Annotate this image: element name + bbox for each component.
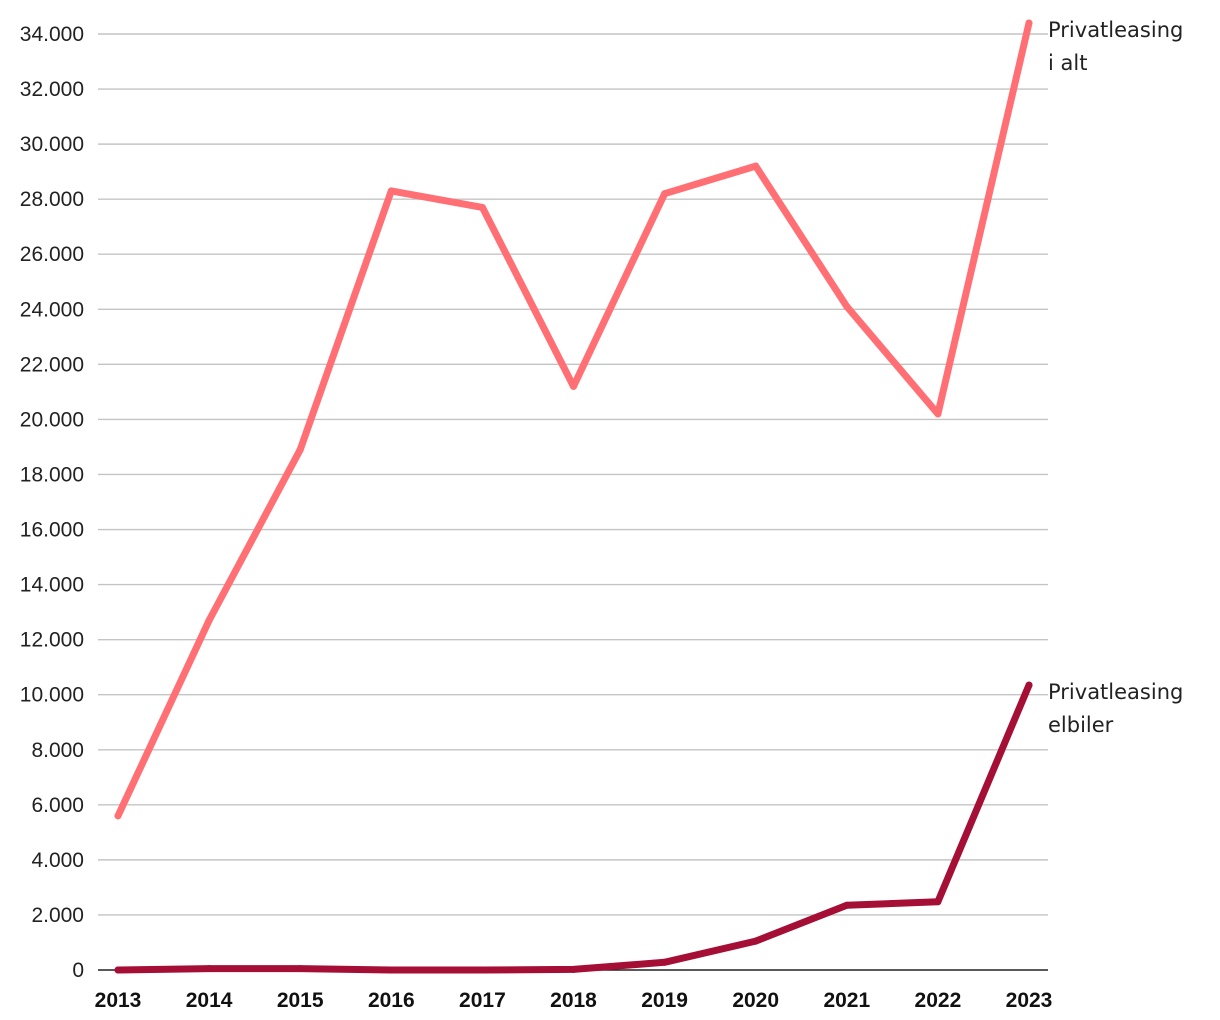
data-point-privatleasing-elbiler	[934, 898, 942, 906]
data-point-privatleasing-elbiler	[296, 965, 304, 973]
y-tick-label: 12.000	[20, 629, 84, 652]
y-tick-label: 10.000	[20, 684, 84, 707]
x-tick-label: 2016	[368, 989, 415, 1012]
data-point-privatleasing-elbiler	[478, 966, 486, 974]
y-tick-label: 16.000	[20, 519, 84, 542]
data-point-privatleasing-elbiler	[570, 965, 577, 973]
x-tick-label: 2018	[550, 989, 597, 1012]
y-tick-label: 24.000	[20, 298, 84, 321]
data-point-privatleasing-elbiler	[752, 937, 760, 945]
y-tick-label: 0	[72, 959, 84, 982]
series-labels: Privatleasing i alt Privatleasing elbiler	[1048, 18, 1183, 737]
y-axis-tick-labels: 0 2.000 4.000 6.000 8.000 10.000 12.000 14.000 1…	[20, 23, 84, 982]
series-lines	[114, 19, 1033, 974]
y-tick-label: 4.000	[31, 849, 84, 872]
y-tick-label: 34.000	[20, 23, 84, 46]
y-tick-label: 26.000	[20, 243, 84, 266]
data-point-privatleasing-i-alt	[114, 812, 122, 820]
data-point-privatleasing-i-alt	[1025, 19, 1033, 27]
gridlines	[98, 33, 1048, 971]
series-label-privatleasing-elbiler: Privatleasing elbiler	[1048, 680, 1183, 737]
y-tick-label: 22.000	[20, 353, 84, 376]
data-point-privatleasing-elbiler	[114, 966, 122, 974]
x-tick-label: 2014	[186, 989, 233, 1012]
data-point-privatleasing-i-alt	[296, 446, 304, 454]
x-tick-label: 2021	[823, 989, 870, 1012]
y-tick-label: 28.000	[20, 188, 84, 211]
data-point-privatleasing-elbiler	[205, 965, 213, 973]
data-point-privatleasing-elbiler	[843, 901, 851, 909]
y-tick-label: 14.000	[20, 574, 84, 597]
data-point-privatleasing-i-alt	[661, 190, 669, 198]
data-point-privatleasing-i-alt	[843, 303, 851, 311]
data-point-privatleasing-i-alt	[570, 382, 577, 390]
x-tick-label: 2022	[915, 989, 962, 1012]
y-tick-label: 20.000	[20, 408, 84, 431]
y-tick-label: 6.000	[31, 794, 84, 817]
x-axis-tick-labels: 2013 2014 2015 2016 2017 2018 2019 2020 2021 2022…	[95, 989, 1053, 1012]
y-tick-label: 32.000	[20, 78, 84, 101]
data-point-privatleasing-elbiler	[387, 966, 395, 974]
x-tick-label: 2017	[459, 989, 506, 1012]
data-point-privatleasing-i-alt	[205, 616, 213, 624]
y-tick-label: 8.000	[31, 739, 84, 762]
x-tick-label: 2023	[1006, 989, 1053, 1012]
x-tick-label: 2020	[732, 989, 779, 1012]
data-point-privatleasing-i-alt	[752, 162, 760, 170]
x-tick-label: 2013	[95, 989, 142, 1012]
data-point-privatleasing-i-alt	[478, 203, 486, 211]
x-tick-label: 2015	[277, 989, 324, 1012]
series-label-privatleasing-i-alt: Privatleasing i alt	[1048, 18, 1183, 75]
data-point-privatleasing-elbiler	[1025, 681, 1033, 689]
data-point-privatleasing-i-alt	[387, 187, 395, 195]
y-tick-label: 2.000	[31, 904, 84, 927]
data-point-privatleasing-elbiler	[661, 958, 669, 966]
series-line-privatleasing-elbiler	[114, 681, 1033, 974]
data-point-privatleasing-i-alt	[934, 410, 942, 418]
y-tick-label: 18.000	[20, 463, 84, 486]
y-tick-label: 30.000	[20, 133, 84, 156]
x-tick-label: 2019	[641, 989, 688, 1012]
